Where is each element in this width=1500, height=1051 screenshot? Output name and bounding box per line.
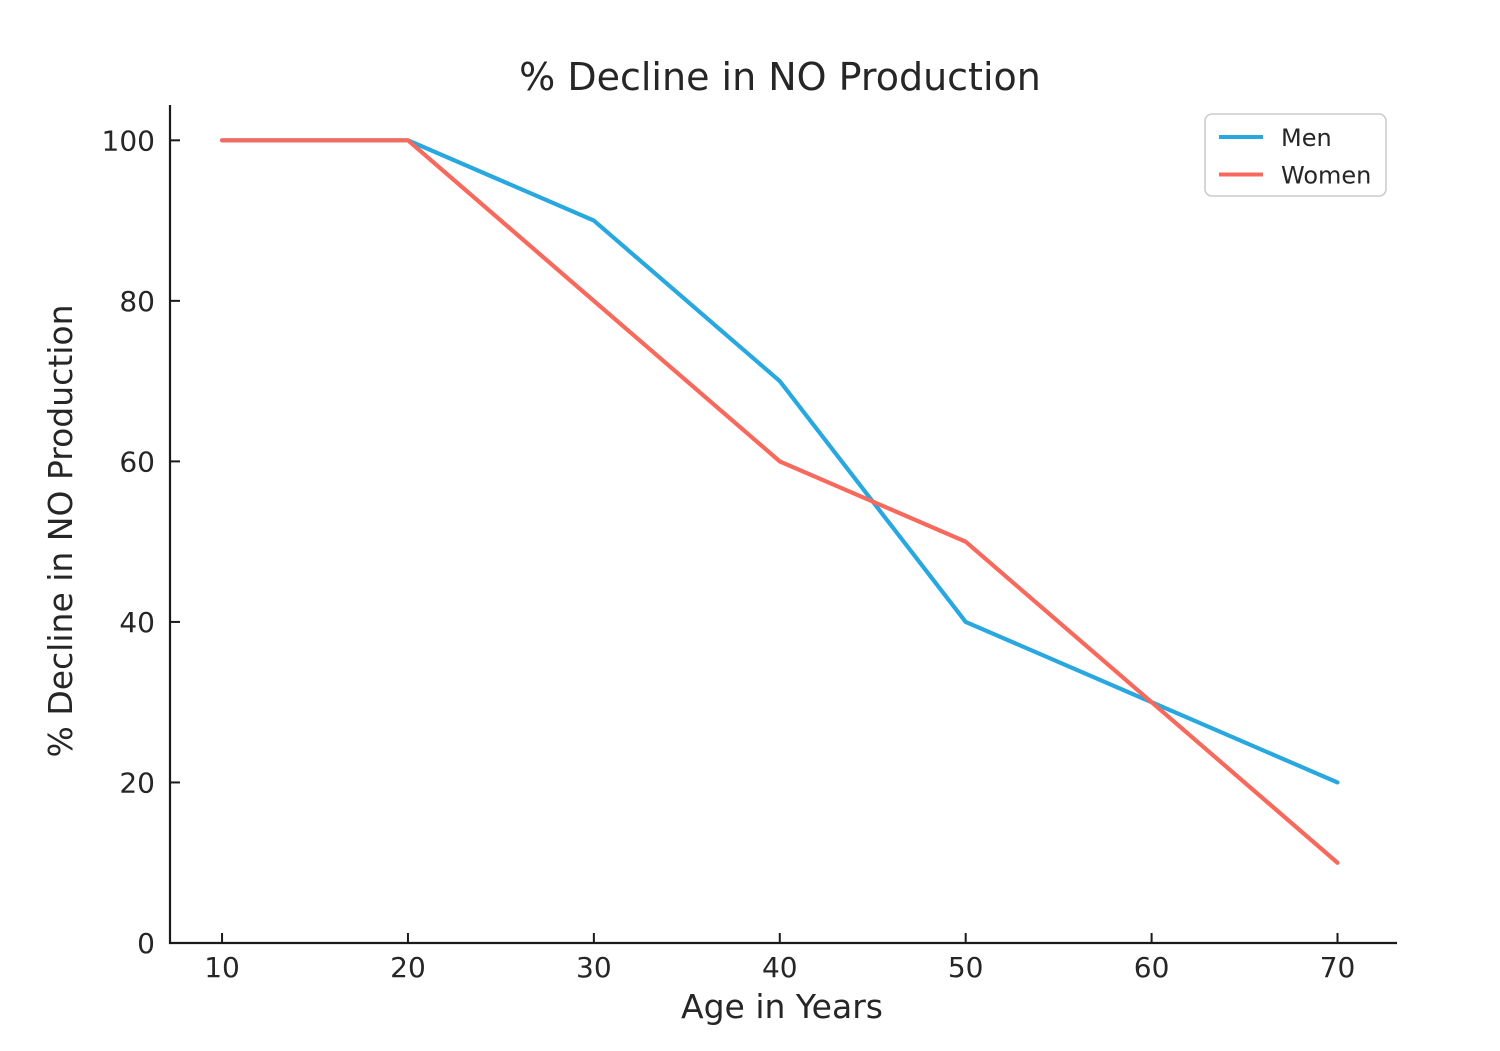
legend-entry-label: Women [1281, 162, 1371, 190]
x-tick-label: 70 [1320, 951, 1356, 984]
y-tick-label: 20 [119, 766, 155, 799]
legend-entry-label: Men [1281, 124, 1332, 152]
y-tick-label: 0 [137, 927, 155, 960]
y-tick-label: 100 [102, 124, 155, 157]
x-axis-label: Age in Years [681, 987, 883, 1026]
y-tick-label: 60 [119, 445, 155, 478]
y-tick-label: 80 [119, 285, 155, 318]
x-tick-label: 40 [762, 951, 798, 984]
chart-title: % Decline in NO Production [519, 55, 1041, 99]
x-tick-label: 60 [1134, 951, 1170, 984]
y-axis-label: % Decline in NO Production [41, 304, 80, 757]
y-tick-label: 40 [119, 606, 155, 639]
women-line-series [219, 138, 1340, 865]
legend: Men Women [1204, 113, 1387, 197]
x-tick-label: 20 [390, 951, 426, 984]
x-tick-label: 50 [948, 951, 984, 984]
x-tick-label: 30 [576, 951, 612, 984]
plot-area: 10 20 30 40 50 60 70 0 20 40 60 80 100 [102, 105, 1397, 984]
x-tick-label: 10 [204, 951, 240, 984]
